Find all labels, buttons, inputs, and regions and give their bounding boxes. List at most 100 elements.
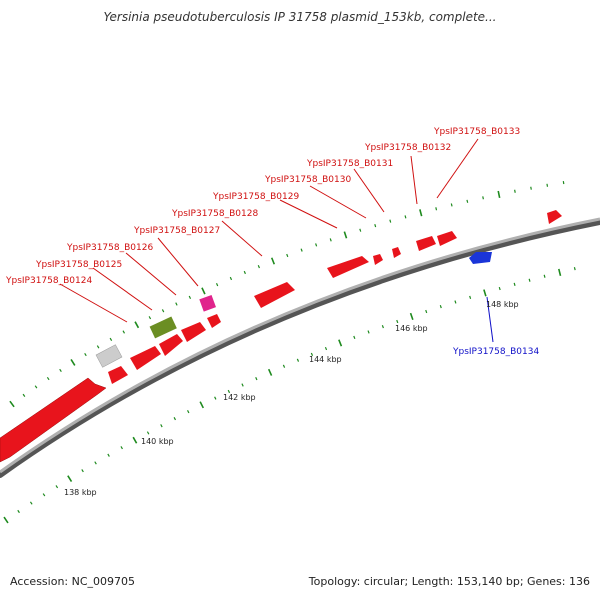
- tick-mark: [160, 424, 163, 428]
- gene-label[interactable]: YpsIP31758_B0126: [66, 243, 153, 253]
- gene-track: [0, 210, 562, 463]
- gene-arrow[interactable]: [392, 247, 401, 258]
- tick-mark: [300, 248, 303, 252]
- accession-value: NC_009705: [71, 575, 136, 588]
- gene-label[interactable]: YpsIP31758_B0131: [306, 159, 393, 169]
- gene-arrow-large[interactable]: [0, 377, 107, 463]
- tick-mark: [296, 358, 300, 362]
- leader-line: [436, 138, 479, 199]
- tick-mark: [286, 253, 289, 258]
- tick-mark: [315, 243, 318, 247]
- tick-mark: [134, 321, 140, 329]
- accession-label: Accession:: [10, 575, 69, 588]
- gene-arrow[interactable]: [416, 236, 436, 251]
- gene-arrow[interactable]: [373, 254, 383, 265]
- gene-label[interactable]: YpsIP31758_B0127: [133, 226, 220, 236]
- tick-mark: [343, 231, 348, 239]
- tick-mark: [558, 268, 562, 276]
- tick-mark: [241, 383, 244, 387]
- scale-label: 142 kbp: [223, 393, 256, 402]
- gene-arrow[interactable]: [130, 346, 161, 370]
- tick-mark: [173, 417, 177, 421]
- genes-label: Genes:: [527, 575, 566, 588]
- gene-label[interactable]: YpsIP31758_B0130: [264, 175, 351, 185]
- tick-mark: [55, 485, 59, 489]
- inner-tick-ring: [3, 267, 576, 524]
- tick-mark: [46, 377, 50, 381]
- leader-line: [353, 168, 385, 213]
- tick-mark: [81, 469, 84, 473]
- tick-mark: [435, 207, 438, 211]
- gene-label[interactable]: YpsIP31758_B0124: [5, 276, 92, 286]
- leader-line: [59, 283, 128, 323]
- tick-mark: [498, 286, 501, 291]
- tick-mark: [267, 368, 273, 376]
- tick-mark: [514, 189, 516, 193]
- tick-mark: [201, 287, 206, 295]
- tick-mark: [543, 274, 546, 278]
- backbone-shadow: [0, 219, 600, 478]
- tick-mark: [450, 203, 453, 207]
- tick-mark: [454, 300, 457, 304]
- length-value: 153,140 bp: [456, 575, 520, 588]
- tick-mark: [42, 493, 46, 497]
- gene-arrow[interactable]: [181, 322, 206, 342]
- gene-arrow[interactable]: [207, 314, 221, 328]
- map-title: Yersinia pseudotuberculosis IP 31758 pla…: [103, 10, 497, 24]
- other-gene-feature[interactable]: [199, 294, 216, 312]
- gene-arrow[interactable]: [254, 282, 295, 308]
- pseudogene-feature[interactable]: [95, 344, 123, 368]
- tick-mark: [530, 186, 532, 190]
- tick-mark: [310, 352, 314, 356]
- tick-mark: [70, 359, 76, 366]
- tick-mark: [419, 209, 423, 217]
- tick-mark: [107, 453, 110, 457]
- tick-mark: [389, 219, 392, 223]
- tick-mark: [96, 345, 100, 349]
- tick-mark: [187, 410, 190, 414]
- gene-label[interactable]: YpsIP31758_B0128: [171, 209, 258, 219]
- tick-mark: [34, 385, 38, 389]
- tick-mark: [404, 215, 407, 219]
- gene-label[interactable]: YpsIP31758_B0133: [433, 127, 520, 137]
- tick-mark: [148, 316, 152, 320]
- scale-label: 138 kbp: [64, 488, 97, 497]
- gene-label[interactable]: YpsIP31758_B0125: [35, 260, 122, 270]
- rna-gene-feature[interactable]: [149, 316, 177, 339]
- accession-info: Accession: NC_009705: [10, 575, 135, 588]
- tick-mark: [175, 302, 178, 306]
- gene-label[interactable]: YpsIP31758_B0134: [452, 347, 539, 357]
- gene-arrow[interactable]: [108, 366, 128, 384]
- tick-mark: [374, 223, 377, 228]
- tick-mark: [146, 431, 150, 435]
- gene-arrow-reverse[interactable]: [469, 252, 492, 264]
- tick-mark: [324, 346, 328, 351]
- gene-arrow[interactable]: [547, 210, 562, 224]
- gene-label[interactable]: YpsIP31758_B0132: [364, 143, 451, 153]
- tick-mark: [338, 339, 343, 347]
- tick-mark: [396, 319, 399, 324]
- leader-line: [486, 296, 494, 343]
- leader-line: [279, 199, 338, 229]
- scale-label: 144 kbp: [309, 355, 342, 364]
- gene-label[interactable]: YpsIP31758_B0129: [212, 192, 299, 202]
- tick-mark: [229, 276, 233, 281]
- topology-label: Topology:: [308, 575, 361, 588]
- gene-arrow[interactable]: [437, 231, 457, 246]
- leader-line: [309, 185, 367, 219]
- tick-mark: [29, 501, 33, 505]
- tick-mark: [282, 364, 286, 368]
- plasmid-backbone: [0, 217, 600, 474]
- tick-mark: [59, 368, 62, 373]
- gene-arrow[interactable]: [159, 334, 183, 356]
- outer-tick-ring: [9, 181, 565, 408]
- tick-mark: [122, 330, 126, 334]
- leader-line: [92, 267, 153, 311]
- gene-arrow[interactable]: [327, 256, 369, 278]
- scale-label: 146 kbp: [395, 324, 428, 333]
- tick-mark: [84, 352, 87, 357]
- label-leaders: [59, 138, 494, 343]
- tick-mark: [214, 396, 217, 400]
